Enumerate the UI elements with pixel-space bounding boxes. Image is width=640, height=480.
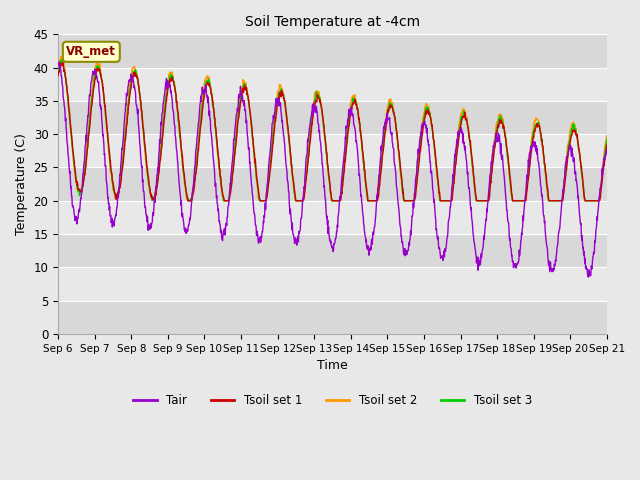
Bar bbox=[58, 234, 607, 267]
Title: Soil Temperature at -4cm: Soil Temperature at -4cm bbox=[245, 15, 420, 29]
Legend: Tair, Tsoil set 1, Tsoil set 2, Tsoil set 3: Tair, Tsoil set 1, Tsoil set 2, Tsoil se… bbox=[129, 389, 537, 412]
Bar bbox=[58, 68, 607, 101]
Bar bbox=[58, 134, 607, 168]
X-axis label: Time: Time bbox=[317, 359, 348, 372]
Bar bbox=[58, 101, 607, 134]
Y-axis label: Temperature (C): Temperature (C) bbox=[15, 133, 28, 235]
Bar bbox=[58, 35, 607, 68]
Bar bbox=[58, 201, 607, 234]
Bar bbox=[58, 168, 607, 201]
Text: VR_met: VR_met bbox=[67, 45, 116, 58]
Bar bbox=[58, 267, 607, 300]
Bar bbox=[58, 300, 607, 334]
